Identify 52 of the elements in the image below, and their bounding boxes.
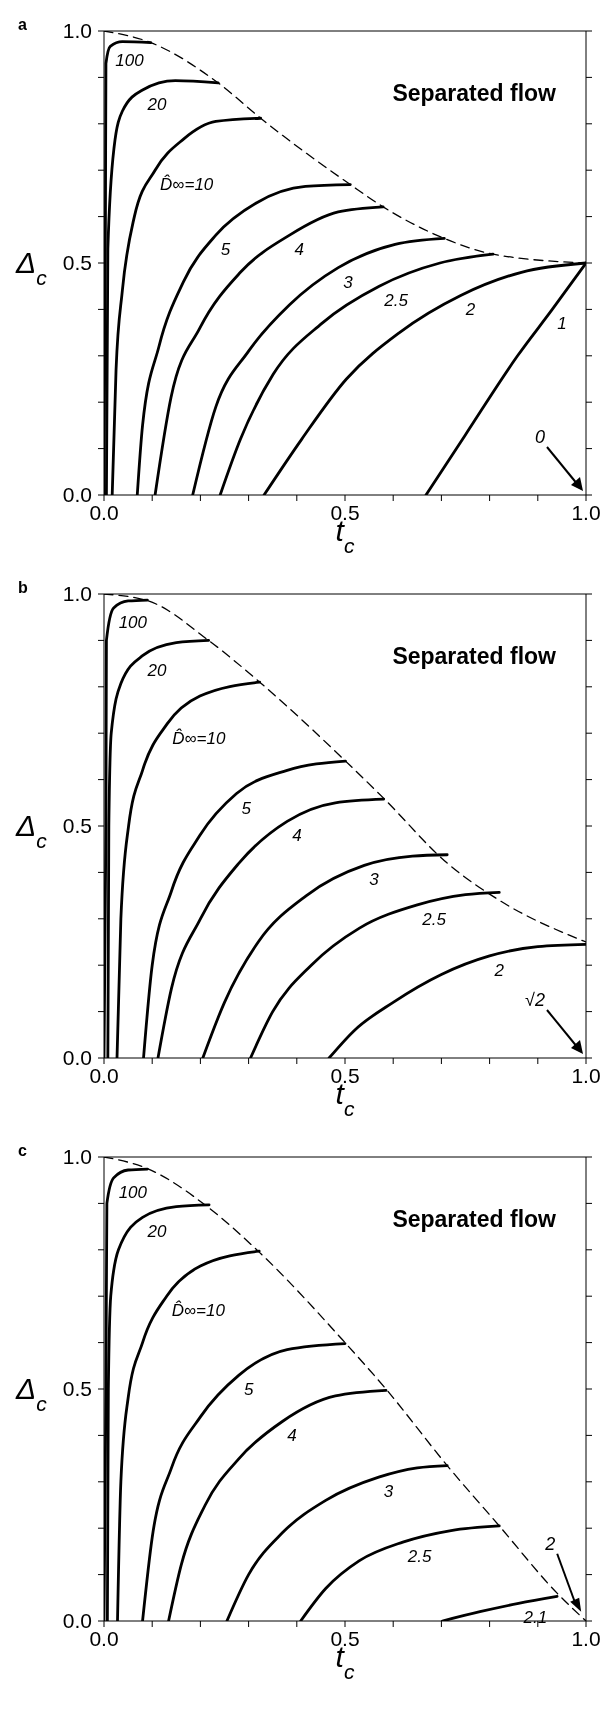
y-axis-title: Δ$_{c}$ [15,809,48,852]
series-label: 20 [146,1222,168,1242]
series-label: 100 [118,612,148,632]
series-label: D̂∞=10 [172,728,226,748]
series-label: 5 [243,1380,254,1400]
y-axis-title: Δ$_{c}$ [15,246,48,289]
series-label: 20 [146,94,168,114]
series-label: 100 [118,1182,148,1202]
series-label: 20 [146,660,168,680]
annotation: Separated flow [392,1206,556,1233]
series-label: 5 [220,240,231,260]
annotation: Separated flow [392,80,556,107]
series-label: 100 [115,51,145,71]
series-label: 3 [383,1482,394,1502]
chart-title: b [18,579,28,597]
series-label: 2.5 [383,291,409,311]
series-label: 2 [493,960,505,980]
series-label: 1 [557,314,567,334]
series-label: 3 [369,870,380,890]
chart-title: c [18,1142,27,1160]
y-tick-label: 1.0 [62,582,92,605]
chart-title: a [18,16,27,34]
series-label: 2.5 [406,1547,433,1567]
series-label: 3 [343,272,354,292]
series-label: D̂∞=10 [171,1300,226,1321]
y-tick-label: 0.0 [62,483,92,506]
y-tick-label: 0.5 [62,814,92,837]
series-label: 4 [294,240,305,260]
series-label: 4 [287,1426,297,1446]
y-tick-label: 0.5 [62,251,92,274]
series-label: 2.5 [421,909,447,929]
x-tick-label: 0.0 [89,500,119,524]
annotation: Separated flow [392,643,556,670]
y-tick-label: 1.0 [62,1145,92,1168]
y-tick-label: 0.0 [62,1609,92,1632]
series-label: 4 [292,826,302,846]
x-tick-label: 1.0 [571,1063,601,1087]
series-label: 5 [241,798,252,818]
x-tick-label: 1.0 [571,500,601,524]
y-axis-title: Δ$_{c}$ [15,1372,48,1415]
y-tick-label: 1.0 [62,19,92,42]
x-tick-label: 1.0 [571,1626,601,1650]
y-tick-label: 0.5 [62,1377,92,1400]
annotation: √2 [525,990,545,1010]
x-tick-label: 0.0 [89,1626,119,1650]
y-tick-label: 0.0 [62,1046,92,1069]
series-label: D̂∞=10 [160,174,214,195]
series-label: 2 [464,300,476,320]
annotation: 2 [544,1533,556,1554]
series-label: 2.1 [522,1608,548,1628]
annotation: 0 [534,427,545,447]
x-tick-label: 0.0 [89,1063,119,1087]
